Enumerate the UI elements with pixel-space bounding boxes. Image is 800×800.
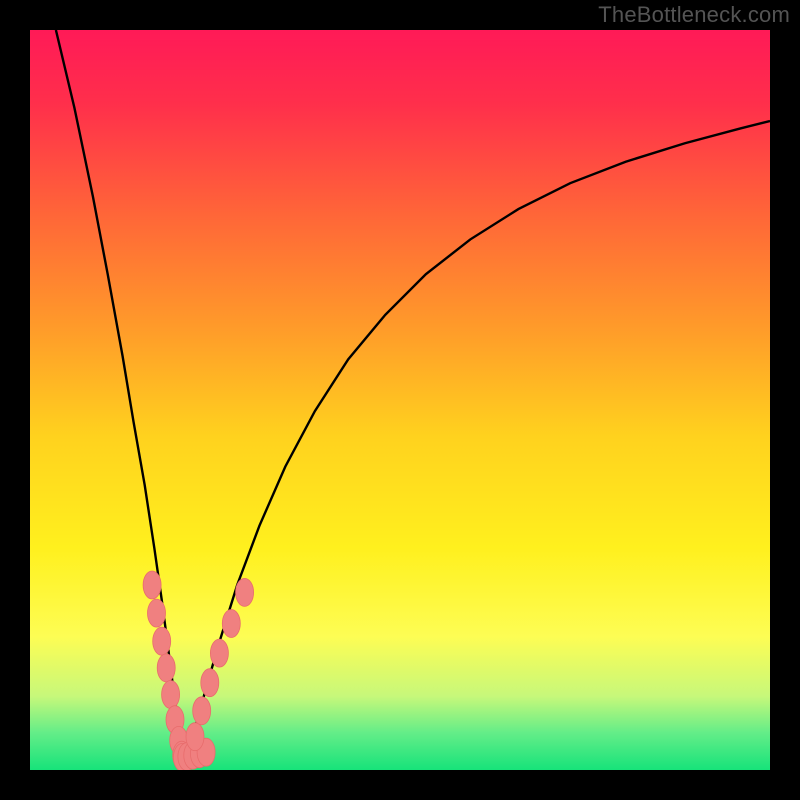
- curve-marker: [201, 669, 219, 697]
- curve-marker: [148, 599, 166, 627]
- curve-marker: [162, 681, 180, 709]
- curve-marker: [143, 571, 161, 599]
- curve-marker: [236, 578, 254, 606]
- chart-frame: TheBottleneck.com: [0, 0, 800, 800]
- curve-marker: [193, 697, 211, 725]
- watermark-text: TheBottleneck.com: [598, 2, 790, 28]
- curve-marker: [222, 610, 240, 638]
- curve-marker: [186, 723, 204, 751]
- curve-marker: [157, 654, 175, 682]
- curve-marker: [210, 639, 228, 667]
- marker-layer: [30, 30, 770, 770]
- plot-area: [30, 30, 770, 770]
- curve-marker: [153, 627, 171, 655]
